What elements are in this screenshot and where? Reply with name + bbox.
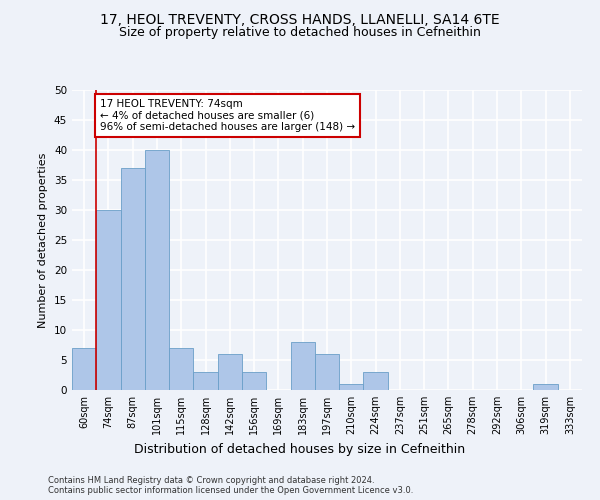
Bar [339,384,364,390]
Bar [315,354,339,390]
Bar [169,348,193,390]
Bar [533,384,558,390]
Text: 17 HEOL TREVENTY: 74sqm
← 4% of detached houses are smaller (6)
96% of semi-deta: 17 HEOL TREVENTY: 74sqm ← 4% of detached… [100,99,355,132]
Bar [242,372,266,390]
Bar [290,342,315,390]
Bar [218,354,242,390]
Text: Contains HM Land Registry data © Crown copyright and database right 2024.
Contai: Contains HM Land Registry data © Crown c… [48,476,413,495]
Text: Size of property relative to detached houses in Cefneithin: Size of property relative to detached ho… [119,26,481,39]
Text: Distribution of detached houses by size in Cefneithin: Distribution of detached houses by size … [134,442,466,456]
Bar [121,168,145,390]
Bar [96,210,121,390]
Bar [193,372,218,390]
Y-axis label: Number of detached properties: Number of detached properties [38,152,49,328]
Bar [72,348,96,390]
Bar [364,372,388,390]
Text: 17, HEOL TREVENTY, CROSS HANDS, LLANELLI, SA14 6TE: 17, HEOL TREVENTY, CROSS HANDS, LLANELLI… [100,12,500,26]
Bar [145,150,169,390]
